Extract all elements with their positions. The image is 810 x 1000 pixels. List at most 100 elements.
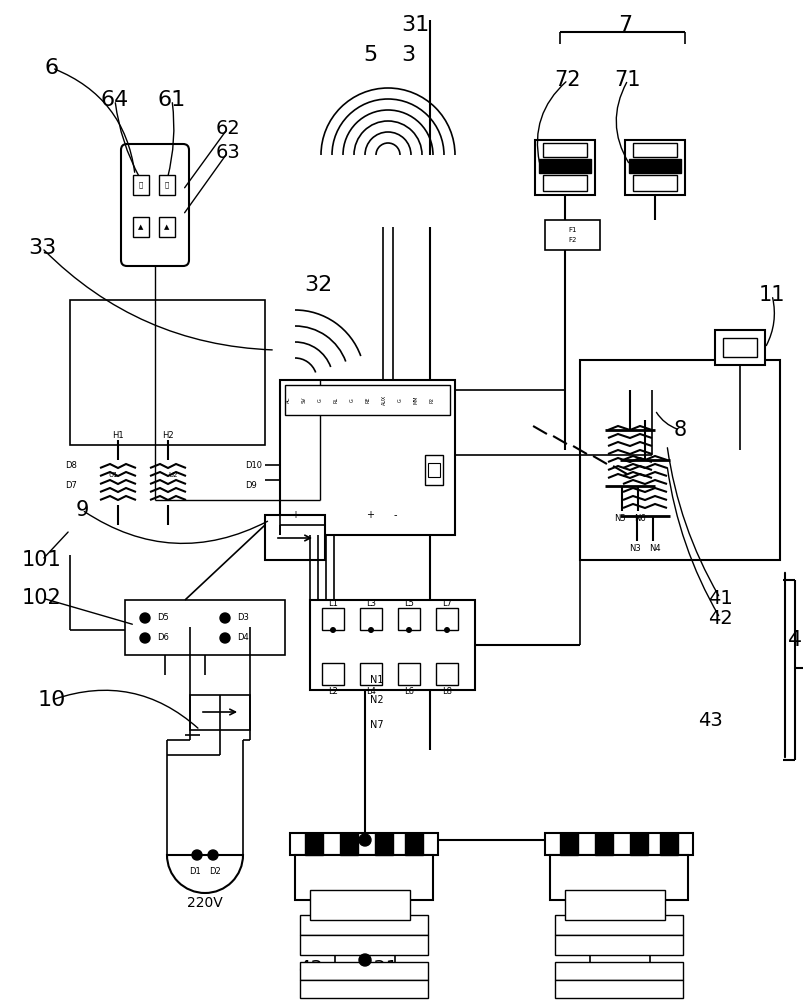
Bar [565, 890, 665, 920]
Bar [340, 833, 358, 855]
Text: 🔒: 🔒 [139, 182, 143, 188]
Text: D3: D3 [237, 613, 249, 622]
Text: L6: L6 [404, 687, 414, 696]
Bar [265, 515, 325, 560]
Bar [633, 143, 677, 157]
Text: 5: 5 [363, 45, 377, 65]
Text: F2: F2 [569, 237, 578, 243]
Bar [436, 663, 458, 685]
Text: 102: 102 [22, 588, 62, 608]
Text: L4: L4 [366, 687, 376, 696]
Text: L5: L5 [404, 599, 414, 608]
Bar [560, 833, 578, 855]
Text: 72: 72 [555, 70, 582, 90]
Text: -: - [318, 510, 322, 520]
Text: 6: 6 [45, 58, 59, 78]
Bar [550, 855, 688, 900]
Text: N1: N1 [370, 675, 383, 685]
Text: L2: L2 [328, 687, 338, 696]
Bar [398, 663, 420, 685]
Bar [310, 600, 475, 690]
Text: 11: 11 [759, 285, 785, 305]
Bar [360, 608, 382, 630]
Text: +: + [366, 510, 374, 520]
Text: 71: 71 [615, 70, 642, 90]
Bar [398, 608, 420, 630]
Text: SV: SV [301, 397, 306, 403]
Text: D1: D1 [189, 867, 201, 876]
Text: 61: 61 [158, 90, 186, 110]
Text: 32: 32 [304, 275, 332, 295]
Text: 431: 431 [361, 958, 399, 978]
Text: ▲: ▲ [164, 224, 169, 230]
Bar [310, 890, 410, 920]
Bar [595, 833, 613, 855]
Text: N7: N7 [370, 720, 384, 730]
Text: L3: L3 [366, 599, 376, 608]
Text: -: - [393, 510, 397, 520]
Text: D2: D2 [209, 867, 221, 876]
Text: 🔒: 🔒 [165, 182, 169, 188]
Bar [555, 962, 683, 980]
Bar [318, 155, 458, 227]
Circle shape [444, 627, 450, 633]
Circle shape [140, 613, 150, 623]
Text: N3: N3 [629, 544, 641, 553]
Bar [300, 980, 428, 998]
Text: 33: 33 [28, 238, 56, 258]
Text: 64: 64 [101, 90, 129, 110]
Text: 7: 7 [618, 15, 632, 35]
Text: 3: 3 [401, 45, 415, 65]
Bar [660, 833, 678, 855]
Text: 63: 63 [215, 142, 241, 161]
Bar [555, 980, 683, 998]
Bar [580, 360, 780, 560]
Bar [300, 962, 428, 980]
Text: L7: L7 [442, 599, 452, 608]
Bar [630, 833, 648, 855]
Text: D7: D7 [65, 481, 77, 489]
Text: 8: 8 [673, 420, 687, 440]
Text: 31: 31 [401, 15, 429, 35]
Text: MM: MM [413, 396, 419, 404]
Text: L8: L8 [442, 687, 452, 696]
Circle shape [330, 627, 336, 633]
Circle shape [359, 954, 371, 966]
Bar [555, 935, 683, 955]
Bar [723, 338, 757, 357]
Text: 43: 43 [697, 710, 723, 730]
Text: 4: 4 [788, 630, 802, 650]
Text: 9: 9 [75, 500, 88, 520]
Text: ▲: ▲ [139, 224, 143, 230]
Bar [190, 695, 250, 730]
Bar [322, 663, 344, 685]
Text: U1: U1 [109, 472, 117, 478]
Text: D8: D8 [65, 460, 77, 470]
Bar [360, 663, 382, 685]
Text: G: G [318, 398, 322, 402]
Bar [425, 455, 443, 485]
Text: 62: 62 [215, 118, 241, 137]
Text: AUX: AUX [382, 395, 386, 405]
Text: G: G [398, 398, 403, 402]
Bar [545, 833, 693, 855]
Bar [543, 175, 587, 191]
Circle shape [368, 627, 374, 633]
Circle shape [406, 627, 412, 633]
Bar [633, 175, 677, 191]
Text: D5: D5 [157, 613, 168, 622]
Text: +: + [291, 510, 299, 520]
Bar [290, 833, 438, 855]
Text: D10: D10 [245, 460, 262, 470]
Text: F1: F1 [569, 227, 578, 233]
Bar [70, 300, 265, 445]
Text: 101: 101 [22, 550, 62, 570]
Text: L1: L1 [328, 599, 338, 608]
Bar [133, 217, 149, 237]
Text: N6: N6 [634, 514, 646, 523]
Text: D6: D6 [157, 634, 168, 643]
Bar [405, 833, 423, 855]
Bar [280, 380, 455, 535]
Bar [159, 217, 175, 237]
Text: D4: D4 [237, 634, 249, 643]
